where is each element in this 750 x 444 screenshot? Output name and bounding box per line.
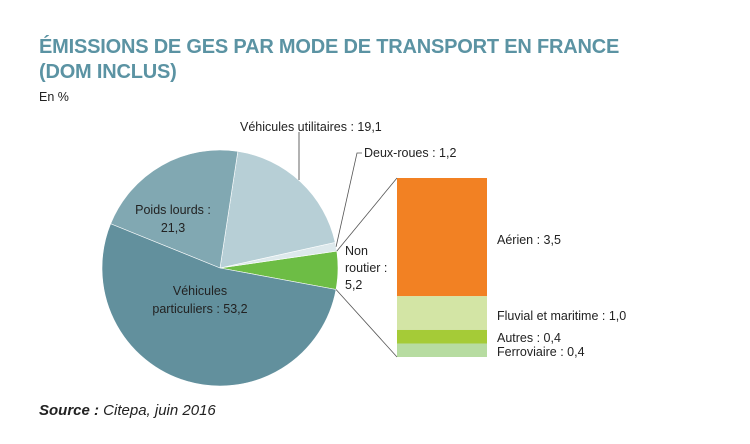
chart-title-line2: (DOM INCLUS) [39, 61, 177, 83]
label-aerien: Aérien : 3,5 [497, 233, 561, 247]
slice-vehicules-utilitaires [219, 151, 336, 269]
connector-line-top [336, 177, 398, 252]
slice-vehicules-particuliers [101, 223, 337, 387]
label-autres: Autres : 0,4 [497, 331, 561, 345]
label-non-routier-line: 5,2 [345, 278, 362, 292]
bar-segment-aerien [397, 178, 487, 297]
label-deux-roues-line: Deux-roues : 1,2 [364, 146, 456, 160]
label-poids-lourds: Poids lourds : 21,3 [135, 203, 211, 235]
label-non-routier-line: routier : [345, 261, 387, 275]
label-aerien-line: Aérien : 3,5 [497, 233, 561, 247]
source-note: Source : Citepa, juin 2016 [39, 402, 216, 419]
bar-segment-autres [397, 329, 487, 344]
bar-segment-ferroviaire [397, 343, 487, 357]
breakdown-bar [397, 178, 487, 357]
label-deux-roues: Deux-roues : 1,2 [364, 146, 456, 160]
label-non-routier: Non routier : 5,2 [345, 244, 387, 292]
label-ferroviaire: Ferroviaire : 0,4 [497, 345, 585, 359]
bar-segment-fluvial-et-maritime [397, 296, 487, 330]
unit-label: En % [39, 90, 69, 104]
label-vehicules-particuliers: Véhicules particuliers : 53,2 [152, 284, 247, 316]
label-vehicules-utilitaires-line: Véhicules utilitaires : 19,1 [240, 120, 382, 134]
connector-line-bottom [335, 289, 398, 358]
chart-title-line1: ÉMISSIONS DE GES PAR MODE DE TRANSPORT E… [39, 36, 620, 58]
leader-lines [298, 132, 398, 358]
leader-line-deux-roues [335, 152, 362, 247]
label-vehicules-particuliers-line: particuliers : 53,2 [152, 302, 247, 316]
label-fluvial-et-maritime-line: Fluvial et maritime : 1,0 [497, 309, 626, 323]
label-poids-lourds-line: 21,3 [161, 221, 185, 235]
pie-slices [101, 149, 339, 387]
source-label: Source : [39, 402, 100, 419]
label-poids-lourds-line: Poids lourds : [135, 203, 211, 217]
label-vehicules-particuliers-line: Véhicules [173, 284, 227, 298]
label-vehicules-utilitaires: Véhicules utilitaires : 19,1 [240, 120, 382, 134]
labels: Non routier : 5,2 Deux-roues : 1,2 Véhicules… [135, 120, 626, 359]
slice-poids-lourds [110, 149, 239, 269]
chart-title: ÉMISSIONS DE GES PAR MODE DE TRANSPORT E… [39, 35, 619, 85]
source-text: Citepa, juin 2016 [99, 402, 216, 419]
label-autres-line: Autres : 0,4 [497, 331, 561, 345]
label-ferroviaire-line: Ferroviaire : 0,4 [497, 345, 585, 359]
label-fluvial-et-maritime: Fluvial et maritime : 1,0 [497, 309, 626, 323]
label-non-routier-line: Non [345, 244, 368, 258]
